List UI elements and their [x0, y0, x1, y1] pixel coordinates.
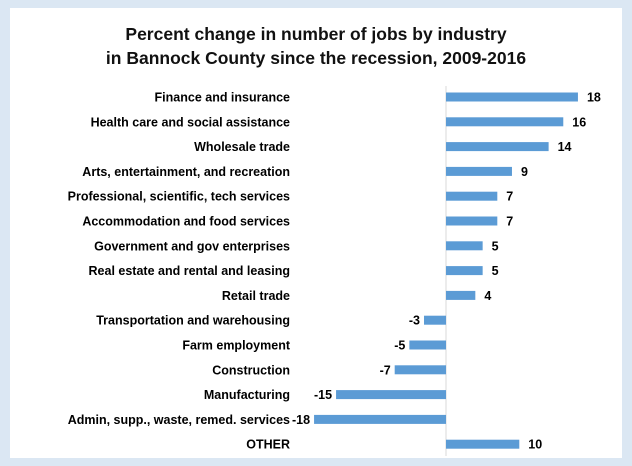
bar: [446, 117, 564, 127]
category-label: Real estate and rental and leasing: [89, 264, 290, 278]
bar-chart-plot: Finance and insurance 18 Health care and s…: [68, 86, 601, 456]
data-label: 4: [484, 289, 491, 303]
bar: [446, 166, 512, 176]
bar: [446, 92, 578, 102]
category-label: Arts, entertainment, and recreation: [82, 165, 290, 179]
bar: [336, 390, 446, 400]
data-label: 9: [521, 165, 528, 179]
data-label: 5: [492, 239, 499, 253]
bar: [446, 241, 483, 251]
data-label: -18: [292, 413, 310, 427]
chart-title: Percent change in number of jobs by indu…: [10, 22, 622, 70]
data-label: -3: [409, 314, 420, 328]
category-label: Manufacturing: [204, 388, 290, 402]
category-label: Retail trade: [222, 289, 290, 303]
chart-title-line-2: in Bannock County since the recession, 2…: [105, 48, 527, 68]
bar: [446, 142, 549, 152]
category-label: Health care and social assistance: [91, 115, 290, 129]
category-label: Professional, scientific, tech services: [68, 190, 290, 204]
data-label: -7: [380, 363, 391, 377]
category-label: Farm employment: [182, 339, 291, 353]
bar: [446, 191, 498, 201]
bar: [446, 290, 476, 300]
bar: [409, 340, 446, 350]
bar: [446, 266, 483, 276]
bar: [446, 439, 520, 449]
category-label: Government and gov enterprises: [94, 239, 290, 253]
bar: [446, 216, 498, 226]
category-label: OTHER: [246, 438, 290, 452]
category-label: Construction: [212, 363, 290, 377]
data-label: 7: [506, 215, 513, 229]
data-label: 16: [572, 115, 586, 129]
category-label: Admin, supp., waste, remed. services: [68, 413, 290, 427]
category-label: Accommodation and food services: [82, 215, 290, 229]
data-label: 18: [587, 91, 601, 105]
data-label: 10: [528, 438, 542, 452]
data-label: -5: [394, 339, 405, 353]
chart-title-line-1: Percent change in number of jobs by indu…: [125, 24, 507, 44]
data-label: 7: [506, 190, 513, 204]
category-label: Transportation and warehousing: [96, 314, 290, 328]
category-label: Finance and insurance: [155, 91, 291, 105]
data-label: -15: [314, 388, 332, 402]
bar: [394, 365, 446, 375]
chart-frame: Percent change in number of jobs by indu…: [10, 8, 622, 458]
bar: [314, 414, 446, 424]
category-label: Wholesale trade: [194, 140, 290, 154]
bar: [424, 315, 446, 325]
data-label: 5: [492, 264, 499, 278]
data-label: 14: [558, 140, 572, 154]
